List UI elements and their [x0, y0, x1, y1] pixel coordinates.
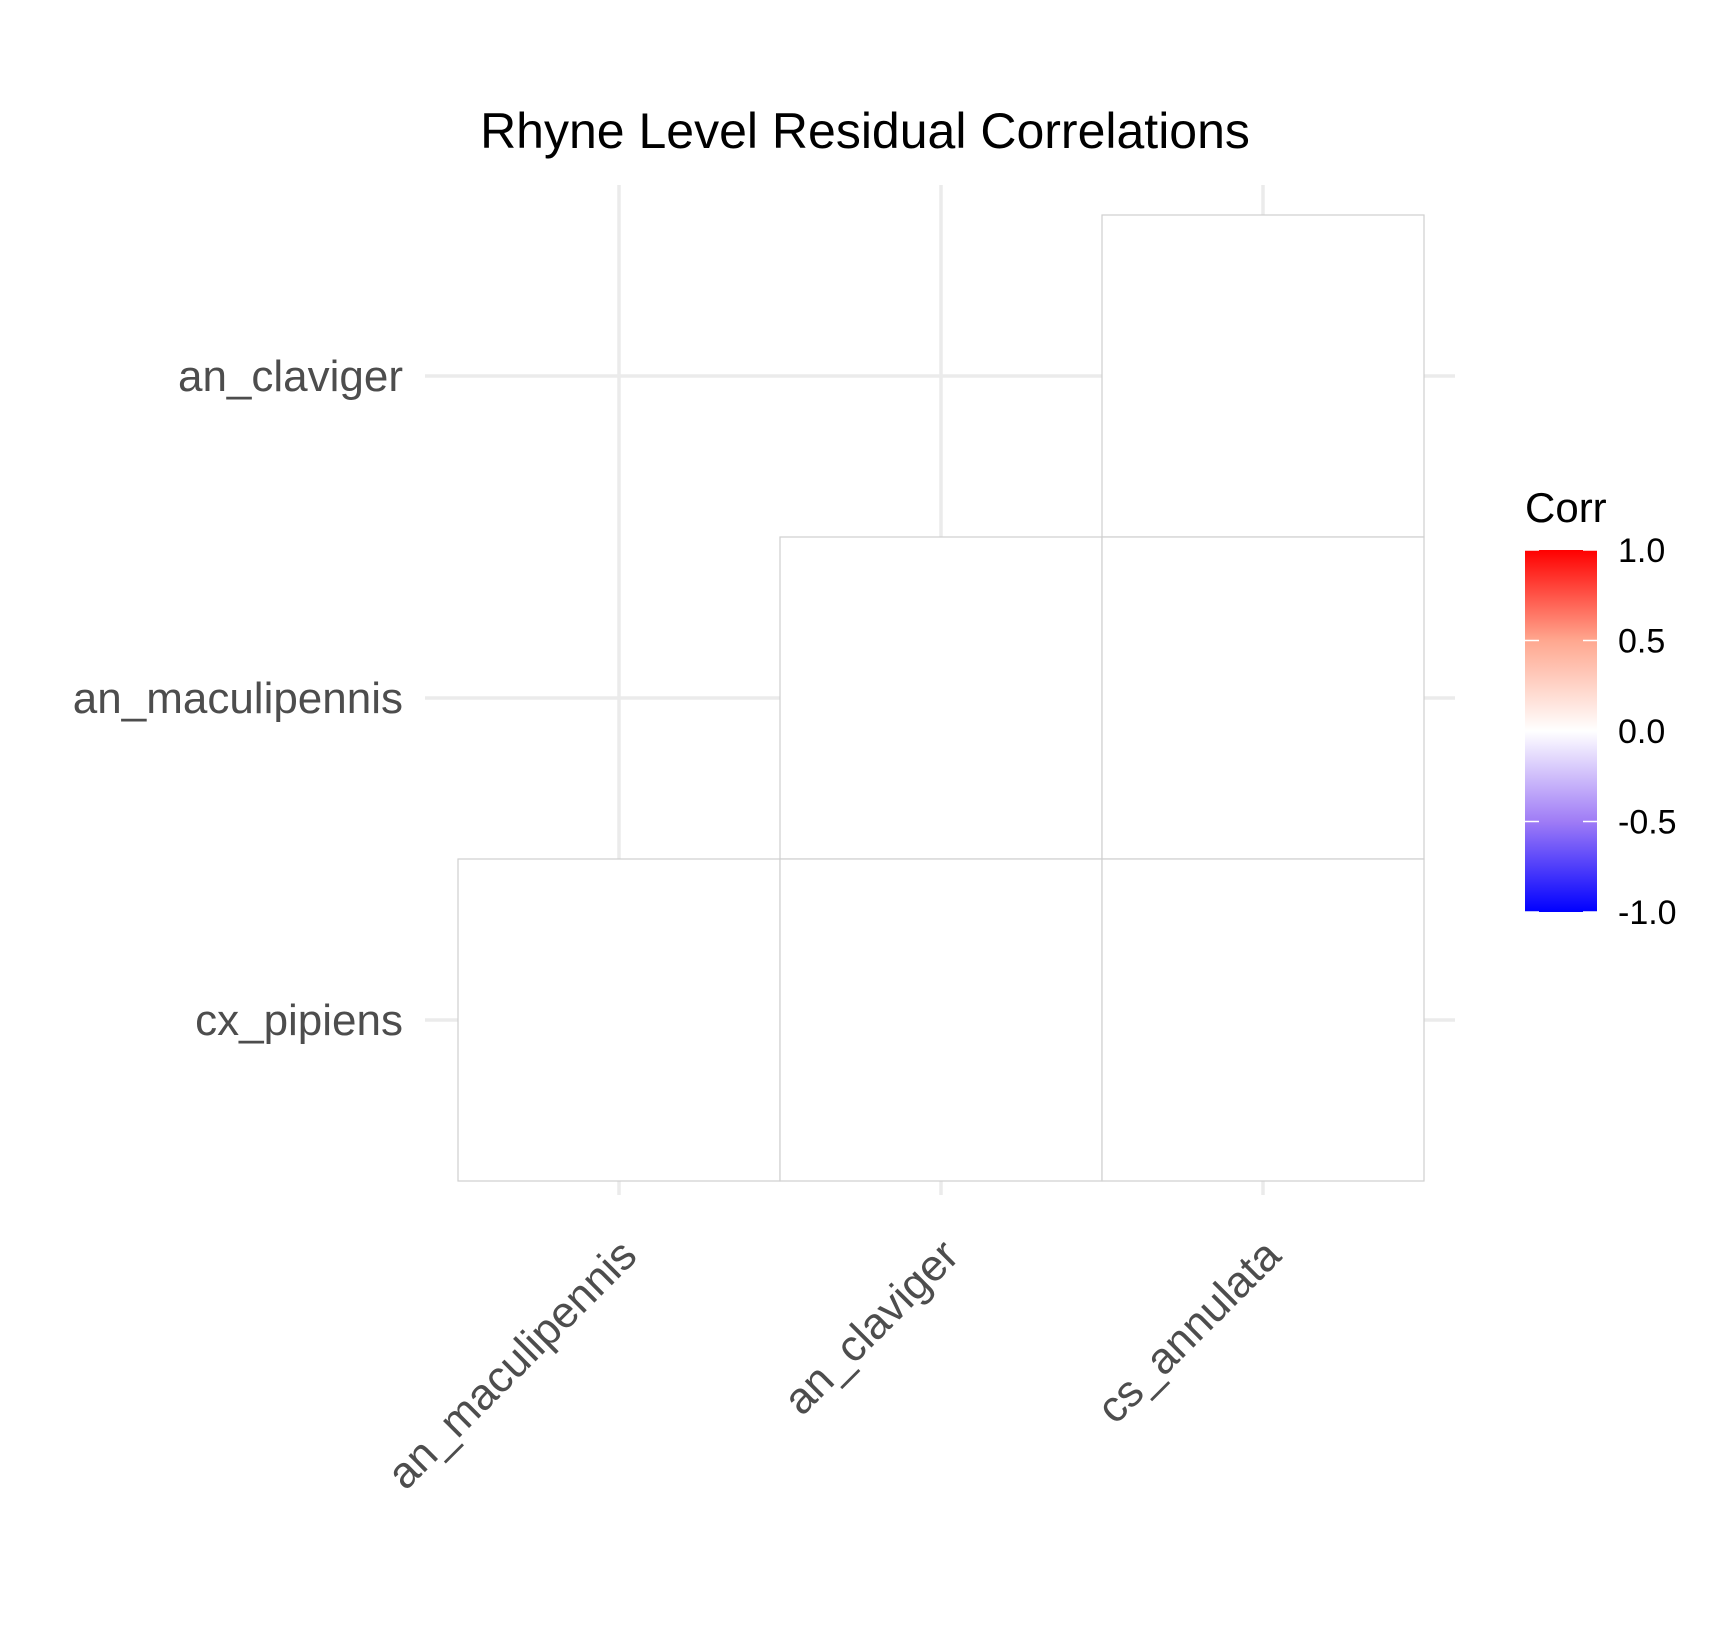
tile-cs-annulata-an-claviger — [1101, 214, 1425, 538]
x-tick-label-an-claviger: an_claviger — [774, 1230, 968, 1424]
legend-label-4: -1.0 — [1618, 894, 1677, 932]
legend-label-0: 1.0 — [1618, 532, 1665, 570]
x-axis-tick-labels: an_maculipennis an_claviger cs_annulata — [378, 1230, 1291, 1499]
x-tick-label-an-maculipennis: an_maculipennis — [378, 1230, 646, 1498]
y-axis-tick-labels: an_claviger an_maculipennis cx_pipiens — [73, 352, 403, 1045]
y-tick-label-an-claviger: an_claviger — [178, 352, 403, 401]
x-tick-label-cs-annulata: cs_annulata — [1088, 1230, 1291, 1433]
tile-an-maculipennis-cx-pipiens — [457, 858, 781, 1182]
y-tick-label-cx-pipiens: cx_pipiens — [195, 996, 403, 1045]
tile-an-claviger-cx-pipiens — [779, 858, 1103, 1182]
legend-title: Corr — [1525, 484, 1607, 531]
tile-an-claviger-an-maculipennis — [779, 536, 1103, 860]
tile-cs-annulata-cx-pipiens — [1101, 858, 1425, 1182]
legend-ticks: 1.0 0.5 0.0 -0.5 -1.0 — [1525, 532, 1677, 932]
legend-label-2: 0.0 — [1618, 713, 1665, 751]
legend-label-3: -0.5 — [1618, 804, 1677, 842]
y-tick-label-an-maculipennis: an_maculipennis — [73, 674, 403, 723]
tile-cs-annulata-an-maculipennis — [1101, 536, 1425, 860]
chart-title: Rhyne Level Residual Correlations — [480, 103, 1250, 159]
legend-label-1: 0.5 — [1618, 623, 1665, 661]
heatmap-tiles — [457, 214, 1425, 1182]
color-legend: Corr 1.0 0.5 0.0 -0.5 -1.0 — [1525, 484, 1677, 932]
